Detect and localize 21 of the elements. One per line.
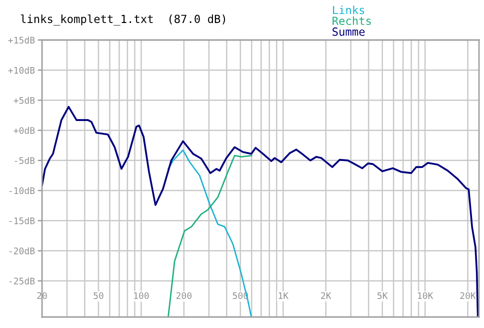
text: Summe [332,27,365,36]
x-tick-label: 100 [134,292,149,300]
x-tick-label: 2K [321,292,332,299]
y-tick-label: -15dB [9,217,35,224]
chart-title: links_komplett_1.txt (87.0 dB) [20,14,226,26]
x-tick-label: 20K [460,292,476,300]
x-tick-label: 50 [94,292,104,300]
y-tick-label: -20dB [9,247,35,254]
y-tick-label: -5dB [14,157,35,164]
text: Rechts [332,16,371,26]
y-tick-label: +15dB [8,36,35,44]
text: Links [332,6,364,14]
x-tick-label: 1K [278,292,289,299]
y-tick-label: -25dB [9,277,35,284]
y-tick-label: -10dB [9,187,35,194]
y-tick-label: +5dB [14,96,35,104]
x-tick-label: 10K [418,292,434,300]
x-tick-label: 200 [176,292,192,300]
x-tick-label: 5K [378,292,388,300]
y-tick-label: +0dB [14,126,35,134]
y-tick-label: +10dB [8,66,35,74]
